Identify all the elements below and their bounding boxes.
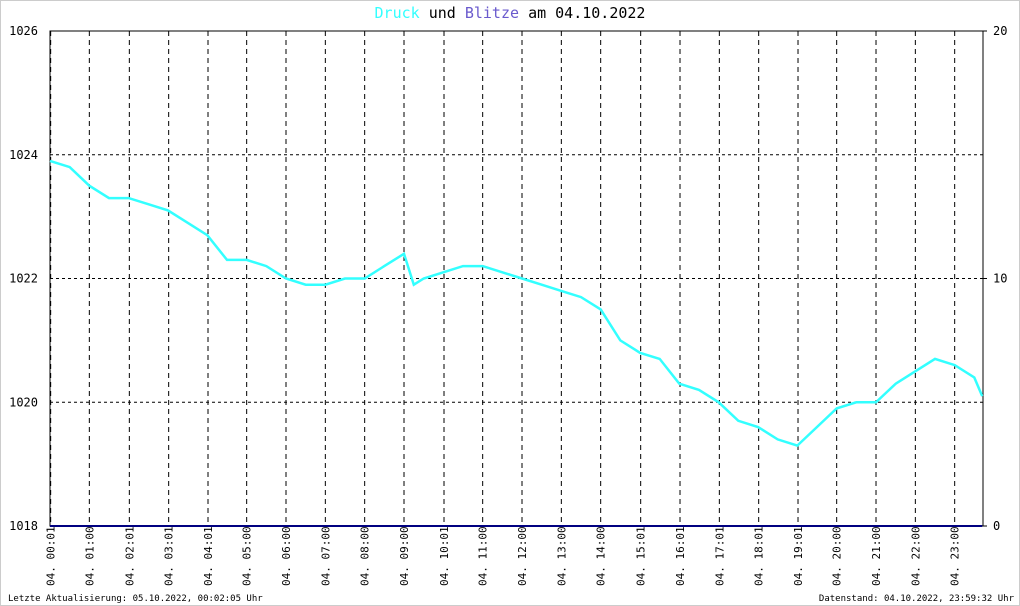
x-tick-label: 04. 23:00 — [949, 526, 962, 586]
x-tick-label: 04. 15:01 — [635, 526, 648, 586]
x-tick-label: 04. 10:01 — [438, 526, 451, 586]
x-tick-label: 04. 03:01 — [163, 526, 176, 586]
x-tick-label: 04. 22:00 — [909, 526, 922, 586]
title-part: und — [429, 4, 456, 22]
x-tick-label: 04. 19:01 — [792, 526, 805, 586]
x-tick-label: 04. 16:01 — [674, 526, 687, 586]
x-tick-label: 04. 07:00 — [319, 526, 332, 586]
y2-tick-label: 0 — [993, 519, 1000, 533]
title-part: Blitze — [465, 4, 519, 22]
x-tick-label: 04. 14:00 — [595, 526, 608, 586]
footer-left: Letzte Aktualisierung: 05.10.2022, 00:02… — [8, 594, 263, 604]
x-tick-label: 04. 05:00 — [241, 526, 254, 586]
x-tick-label: 04. 12:00 — [516, 526, 529, 586]
x-tick-label: 04. 18:01 — [753, 526, 766, 586]
y-tick-label: 1020 — [9, 395, 38, 409]
chart-title: Druck und Blitze am 04.10.2022 — [375, 4, 646, 22]
y-tick-label: 1018 — [9, 519, 38, 533]
x-tick-label: 04. 13:00 — [555, 526, 568, 586]
x-tick-label: 04. 21:00 — [870, 526, 883, 586]
x-tick-label: 04. 20:00 — [831, 526, 844, 586]
x-tick-label: 04. 00:01 — [45, 526, 58, 586]
title-part: am 04.10.2022 — [528, 4, 645, 22]
footer-right: Datenstand: 04.10.2022, 23:59:32 Uhr — [819, 594, 1015, 604]
x-tick-label: 04. 02:01 — [123, 526, 136, 586]
y-tick-label: 1022 — [9, 272, 38, 286]
x-tick-label: 04. 08:00 — [359, 526, 372, 586]
y2-tick-label: 10 — [993, 272, 1007, 286]
x-tick-label: 04. 17:01 — [713, 526, 726, 586]
y-tick-label: 1026 — [9, 24, 38, 38]
y2-tick-label: 20 — [993, 24, 1007, 38]
x-tick-label: 04. 01:00 — [83, 526, 96, 586]
x-tick-label: 04. 04:01 — [202, 526, 215, 586]
plot-area — [49, 30, 984, 527]
x-tick-label: 04. 11:00 — [477, 526, 490, 586]
series-line — [49, 159, 984, 448]
x-tick-label: 04. 09:00 — [398, 526, 411, 586]
title-part: Druck — [375, 4, 420, 22]
y-tick-label: 1024 — [9, 148, 38, 162]
x-tick-label: 04. 06:00 — [280, 526, 293, 586]
